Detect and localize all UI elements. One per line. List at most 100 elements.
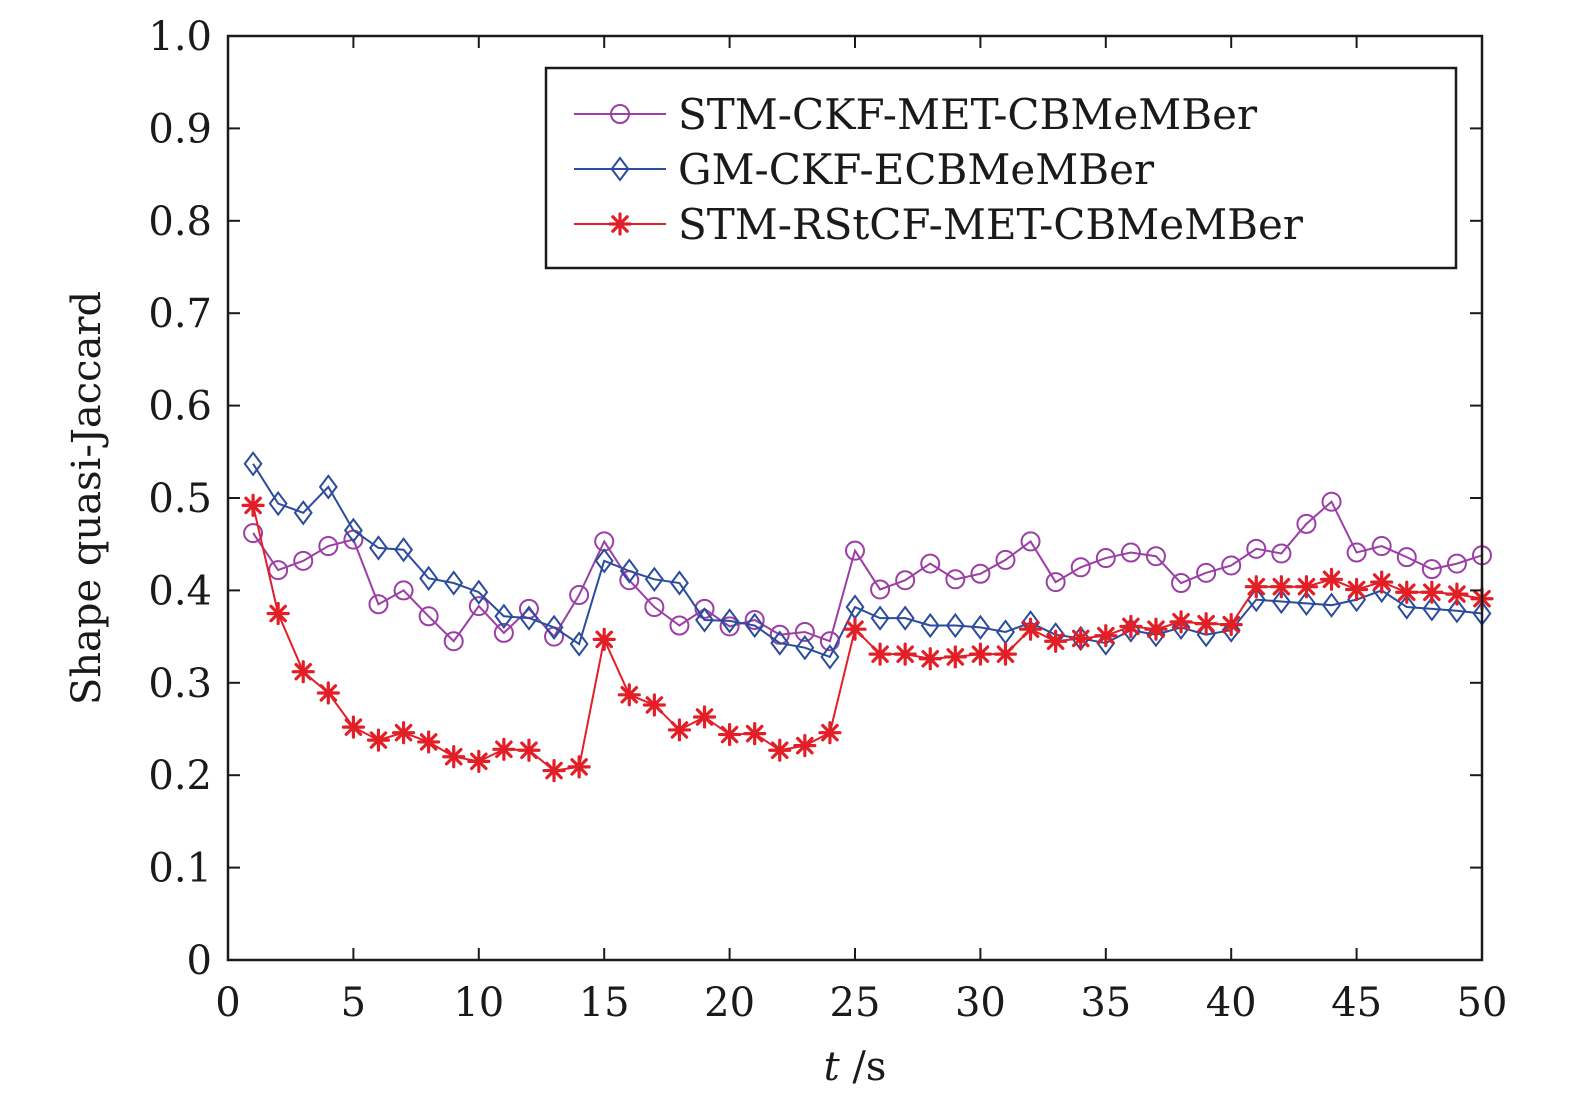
data-point [870,605,890,631]
y-tick-label: 0.6 [148,384,212,430]
data-point [467,749,491,773]
x-axis-label: t /s [824,1044,887,1090]
legend-entry: STM-CKF-MET-CBMeMBer [678,90,1258,139]
data-point [1144,617,1168,641]
legend-marker [610,104,630,124]
y-tick-label: 0.8 [148,199,212,245]
data-point [720,608,740,634]
data-point [1269,575,1293,599]
data-point [1296,513,1317,534]
data-point [1271,543,1292,564]
data-point [1044,629,1068,653]
data-point [743,722,767,746]
data-point [569,585,590,606]
data-point [694,598,715,619]
data-point [343,517,363,544]
data-point [569,631,589,657]
data-point [368,535,388,561]
legend: STM-CKF-MET-CBMeMBer GM-CKF-ECBMeMBer STM-… [544,66,1458,270]
data-point [444,570,464,596]
plot-area [241,451,1494,783]
x-tick-label: 25 [830,980,881,1026]
x-tick-label: 10 [453,980,504,1026]
data-point [493,622,514,643]
x-tick-label: 5 [341,980,366,1026]
legend-marker [610,156,630,182]
data-point [544,614,564,641]
legend-marker [608,212,632,236]
data-point [943,645,967,669]
data-point [243,451,263,477]
data-point [770,630,790,656]
data-point [1422,596,1442,622]
data-point [945,612,965,639]
data-point [1020,531,1041,552]
data-point [1120,542,1141,563]
data-point [394,537,414,563]
data-point [845,540,865,561]
data-point [793,734,817,758]
y-tick-label: 0.9 [148,106,212,152]
data-point [1294,575,1319,599]
data-point [1018,617,1043,641]
data-point [1319,567,1344,591]
data-point [794,621,815,642]
data-point [268,490,288,517]
data-point [1069,626,1093,651]
x-tick-label: 35 [1080,980,1131,1026]
data-point [1221,617,1241,643]
data-point [1095,548,1116,569]
data-point [1246,538,1267,559]
data-point [692,705,717,729]
data-point [744,609,765,630]
data-point [1321,491,1342,512]
data-point [542,758,566,783]
data-point [492,737,516,761]
series-line [252,463,1483,659]
data-point [669,615,690,636]
data-point [893,642,917,666]
data-point [895,570,916,591]
data-point [918,647,942,671]
data-point [820,644,840,670]
series-diamond [243,451,1492,670]
data-point [669,570,689,596]
data-point [993,642,1018,666]
data-point [1221,555,1242,576]
y-tick-label: 1.0 [148,14,212,60]
data-point [468,596,489,617]
data-point [393,580,414,601]
y-tick-label: 0 [187,938,212,984]
x-tick-label: 20 [704,980,755,1026]
data-point [341,715,365,739]
data-point [970,563,991,584]
data-point [970,614,990,641]
data-point [1370,570,1394,594]
data-point [268,560,289,581]
data-point [1196,562,1217,583]
data-point [644,566,664,592]
series-circle [243,491,1492,652]
data-point [1146,622,1166,648]
data-point [1171,573,1192,594]
data-point [920,553,941,574]
data-point [1145,546,1166,567]
data-point [266,601,290,626]
data-point [719,616,740,637]
data-point [293,500,313,526]
data-point [567,755,591,779]
data-point [517,738,541,762]
data-point [920,612,940,639]
y-axis-label: Shape quasi-Jaccard [64,291,110,705]
data-point [1194,612,1218,636]
data-point [843,617,867,641]
data-point [868,642,892,666]
data-point [718,722,742,747]
y-tick-label: 0.1 [148,846,212,892]
x-tick-label: 45 [1331,980,1382,1026]
data-point [695,607,715,633]
data-point [1169,610,1193,634]
data-point [418,606,439,627]
data-point [366,728,391,752]
